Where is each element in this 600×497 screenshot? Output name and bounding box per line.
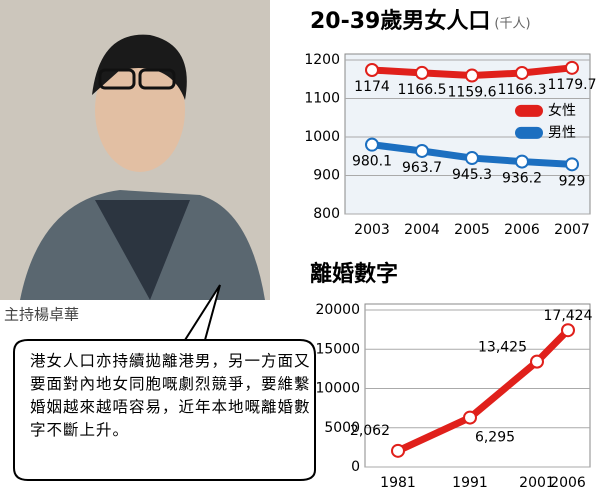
legend-key <box>515 104 543 117</box>
x-tick-label: 2006 <box>550 475 586 491</box>
x-tick-label: 2001 <box>519 475 555 491</box>
legend-label: 男性 <box>548 125 576 141</box>
series-line <box>396 327 571 454</box>
x-tick-label: 2004 <box>404 222 440 238</box>
x-tick-label: 2003 <box>354 222 390 238</box>
photo <box>0 0 270 300</box>
x-tick-label: 1991 <box>452 475 488 491</box>
point <box>561 323 575 338</box>
population-chart: 20-39歲男女人口 (千人) 800 900 1000 1100 1200 2003 2004… <box>304 8 596 238</box>
point <box>465 68 479 83</box>
point <box>515 154 529 169</box>
y-tick-label: 1000 <box>304 129 340 145</box>
value-label: 1174 <box>354 79 390 95</box>
value-label: 1159.6 <box>448 85 497 101</box>
value-label: 1166.5 <box>398 82 447 98</box>
value-label: 13,425 <box>478 340 527 356</box>
y-tick-label: 0 <box>351 459 360 475</box>
legend-label: 女性 <box>548 102 576 119</box>
y-tick-label: 10000 <box>315 381 360 397</box>
point <box>463 410 477 425</box>
plot-area <box>364 303 591 468</box>
point <box>415 143 429 158</box>
y-tick-label: 1200 <box>304 52 340 68</box>
x-tick-label: 2007 <box>554 222 590 238</box>
value-label: 1166.3 <box>498 82 547 98</box>
value-label: 17,424 <box>544 308 593 324</box>
y-tick-label: 800 <box>313 206 340 222</box>
photo-caption: 主持楊卓華 <box>4 306 79 324</box>
point <box>391 443 405 458</box>
chart-title: 離婚數字 <box>310 261 398 287</box>
value-label: 945.3 <box>452 167 492 183</box>
y-tick-label: 1100 <box>304 91 340 107</box>
point <box>415 65 429 80</box>
speech-text: 港女人口亦持續拋離港男，另一方面又要面對內地女同胞嘅劇烈競爭，要維繫婚姻越來越唔… <box>30 352 311 439</box>
y-tick-label: 5000 <box>324 420 360 436</box>
x-tick-label: 1981 <box>380 475 416 491</box>
value-label: 6,295 <box>475 430 515 446</box>
value-label: 1179.7 <box>548 77 597 93</box>
legend-key <box>515 126 543 139</box>
point <box>365 63 379 78</box>
point <box>365 137 379 152</box>
chart-title: 20-39歲男女人口 <box>310 8 490 34</box>
value-label: 2,062 <box>350 423 390 439</box>
value-label: 936.2 <box>502 171 542 187</box>
divorce-chart: 離婚數字 0 5000 10000 15000 20000 1981 1991 20012006… <box>310 261 593 491</box>
chart-subtitle: (千人) <box>494 17 530 32</box>
value-label: 929 <box>559 173 586 189</box>
point <box>515 65 529 80</box>
x-tick-label: 2005 <box>454 222 490 238</box>
point <box>565 60 579 75</box>
y-tick-label: 900 <box>313 168 340 184</box>
y-tick-label: 15000 <box>315 341 360 357</box>
point <box>530 354 544 369</box>
y-tick-label: 20000 <box>315 302 360 318</box>
x-tick-label: 2006 <box>504 222 540 238</box>
value-label: 980.1 <box>352 154 392 170</box>
speech-bubble <box>13 284 316 481</box>
value-label: 963.7 <box>402 160 442 176</box>
point <box>465 151 479 166</box>
point <box>565 157 579 172</box>
